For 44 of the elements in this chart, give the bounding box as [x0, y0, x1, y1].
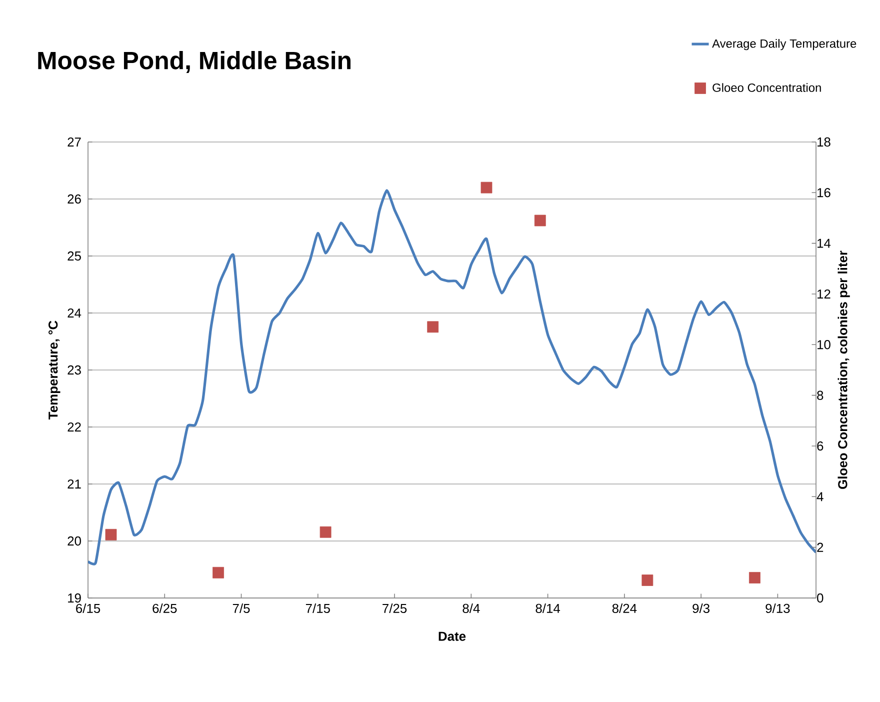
y2-tick-label: 18: [818, 137, 830, 147]
point: [320, 526, 332, 538]
y2-tick-label: 14: [818, 238, 831, 248]
x-tick-label: 6/15: [76, 604, 100, 614]
point: [212, 566, 224, 578]
x-axis-title: Date: [438, 632, 466, 641]
y2-tick-label: 4: [816, 492, 824, 502]
point: [534, 214, 546, 226]
y2-tick-label: 6: [817, 441, 824, 451]
x-tick-label: 6/25: [152, 604, 177, 614]
x-tick-label: 8/4: [462, 604, 480, 614]
x-tick-label: 8/14: [536, 604, 560, 614]
y-tick-label: 27: [68, 137, 81, 147]
chart-title: Moose Pond, Middle Basin: [38, 51, 350, 73]
line-series: [88, 189, 816, 564]
x-tick-label: 7/5: [232, 604, 250, 614]
y-tick-label: 20: [68, 536, 81, 546]
y-tick-label: 23: [68, 365, 81, 375]
point: [749, 572, 760, 584]
point: [105, 528, 117, 540]
legend-label: Average Daily Temperature: [712, 39, 856, 50]
point: [427, 321, 439, 333]
y-tick-label: 26: [68, 194, 81, 204]
x-tick-label: 9/3: [692, 604, 710, 614]
x-tick-label: 8/24: [612, 604, 637, 614]
y2-axis-title: Gloeo Concentration, colonies per liter: [838, 250, 850, 489]
y-tick-label: 19: [68, 593, 81, 603]
y2-tick-label: 12: [818, 289, 830, 299]
x-tick-label: 7/25: [382, 604, 407, 614]
y-tick-label: 21: [68, 479, 81, 489]
x-tick-label: 9/13: [766, 604, 790, 614]
y2-tick-label: 10: [818, 340, 830, 350]
point: [480, 182, 492, 194]
y-tick-label: 22: [68, 422, 81, 432]
y-tick-label: 24: [68, 308, 82, 318]
legend-label: Gloeo Concentration: [712, 83, 821, 92]
y-axis-title: Temperature, °C: [48, 320, 60, 420]
x-tick-label: 7/15: [306, 604, 330, 614]
y2-tick-label: 16: [818, 188, 830, 198]
y2-tick-label: 0: [817, 593, 824, 603]
y-tick-label: 25: [68, 251, 81, 261]
y2-tick-label: 8: [817, 390, 824, 400]
point: [642, 574, 654, 586]
y2-tick-label: 2: [817, 542, 824, 552]
